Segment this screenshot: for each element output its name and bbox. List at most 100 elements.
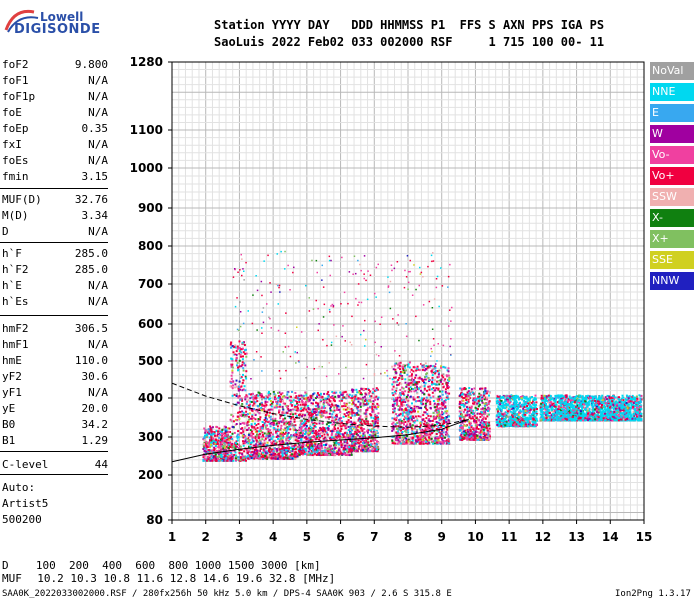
- trace-echo: [475, 420, 477, 423]
- trace-echo: [465, 433, 468, 436]
- trace-echo: [224, 430, 227, 433]
- trace-echo: [468, 387, 471, 389]
- trace-echo: [270, 453, 273, 456]
- trace-echo: [435, 370, 437, 373]
- trace-echo: [283, 411, 286, 414]
- trace-echo: [426, 366, 429, 369]
- trace-echo: [356, 413, 359, 416]
- trace-echo: [303, 436, 306, 439]
- trace-echo: [353, 399, 356, 402]
- trace-echo: [421, 419, 424, 421]
- trace-echo: [366, 449, 368, 452]
- trace-echo: [413, 427, 416, 430]
- trace-echo: [316, 402, 319, 405]
- trace-echo: [431, 378, 434, 381]
- trace-echo: [320, 431, 323, 434]
- trace-echo: [402, 369, 405, 372]
- trace-echo: [486, 431, 489, 434]
- trace-echo: [439, 379, 442, 382]
- trace-echo: [287, 439, 290, 442]
- trace-echo: [484, 387, 487, 390]
- trace-echo: [370, 414, 373, 417]
- trace-echo: [399, 388, 402, 391]
- trace-echo: [240, 432, 243, 435]
- trace-echo: [336, 421, 339, 424]
- trace-echo: [445, 392, 447, 395]
- trace-echo: [220, 447, 223, 450]
- trace-echo: [259, 442, 262, 445]
- trace-echo: [398, 414, 401, 417]
- trace-echo: [307, 396, 310, 399]
- trace-echo: [395, 438, 398, 441]
- trace-echo: [293, 455, 296, 458]
- trace-echo: [332, 410, 335, 413]
- trace-echo: [369, 443, 372, 446]
- trace-echo: [395, 435, 398, 438]
- trace-echo: [321, 447, 324, 450]
- trace-echo: [231, 358, 234, 361]
- trace-echo: [399, 372, 402, 375]
- trace-echo: [331, 432, 333, 435]
- trace-echo: [362, 396, 365, 399]
- trace-echo: [473, 421, 476, 424]
- trace-echo: [370, 428, 373, 431]
- trace-echo: [247, 418, 250, 421]
- trace-echo: [474, 424, 477, 427]
- trace-echo: [269, 400, 272, 402]
- trace-echo: [369, 413, 372, 416]
- trace-echo: [316, 404, 319, 407]
- trace-echo: [445, 374, 448, 377]
- trace-echo: [467, 392, 469, 395]
- trace-echo: [393, 376, 395, 379]
- trace-echo: [292, 451, 295, 454]
- trace-echo: [442, 420, 445, 422]
- trace-echo: [234, 454, 237, 457]
- trace-echo: [422, 379, 424, 382]
- trace-echo: [331, 423, 334, 426]
- trace-echo: [351, 442, 354, 445]
- trace-echo: [243, 362, 246, 365]
- trace-echo: [314, 436, 317, 439]
- trace-echo: [248, 408, 251, 411]
- trace-echo: [467, 433, 470, 436]
- trace-echo: [307, 413, 310, 416]
- trace-echo: [218, 448, 221, 451]
- trace-echo: [258, 439, 261, 442]
- param-separator: [0, 315, 108, 316]
- trace-echo: [255, 424, 258, 427]
- trace-echo: [271, 448, 274, 451]
- trace-echo: [465, 402, 468, 405]
- trace-echo: [444, 399, 447, 402]
- trace-echo: [313, 392, 316, 395]
- trace-echo: [358, 419, 361, 422]
- trace-echo: [395, 387, 398, 390]
- trace-echo: [265, 404, 268, 406]
- trace-echo: [311, 432, 314, 434]
- trace-echo: [212, 437, 214, 440]
- trace-echo: [409, 442, 412, 445]
- trace-echo: [433, 440, 436, 443]
- trace-echo: [442, 428, 445, 431]
- trace-echo: [339, 442, 342, 445]
- param-value: 306.5: [74, 322, 108, 335]
- trace-echo: [482, 428, 485, 431]
- trace-echo: [239, 456, 242, 459]
- trace-echo: [298, 451, 301, 453]
- param-value: 3.15: [81, 170, 109, 183]
- trace-echo: [369, 406, 372, 409]
- trace-echo: [245, 459, 247, 462]
- trace-echo: [351, 414, 354, 417]
- trace-echo: [431, 371, 434, 374]
- trace-echo: [445, 416, 448, 419]
- trace-echo: [276, 434, 279, 437]
- trace-echo: [244, 439, 247, 442]
- trace-echo: [220, 456, 223, 459]
- trace-echo: [395, 389, 398, 392]
- trace-echo: [322, 402, 325, 405]
- trace-echo: [441, 411, 443, 414]
- trace-echo: [470, 417, 473, 420]
- trace-echo: [461, 431, 463, 434]
- trace-echo: [280, 420, 283, 423]
- trace-echo: [254, 422, 256, 425]
- trace-echo: [397, 425, 400, 428]
